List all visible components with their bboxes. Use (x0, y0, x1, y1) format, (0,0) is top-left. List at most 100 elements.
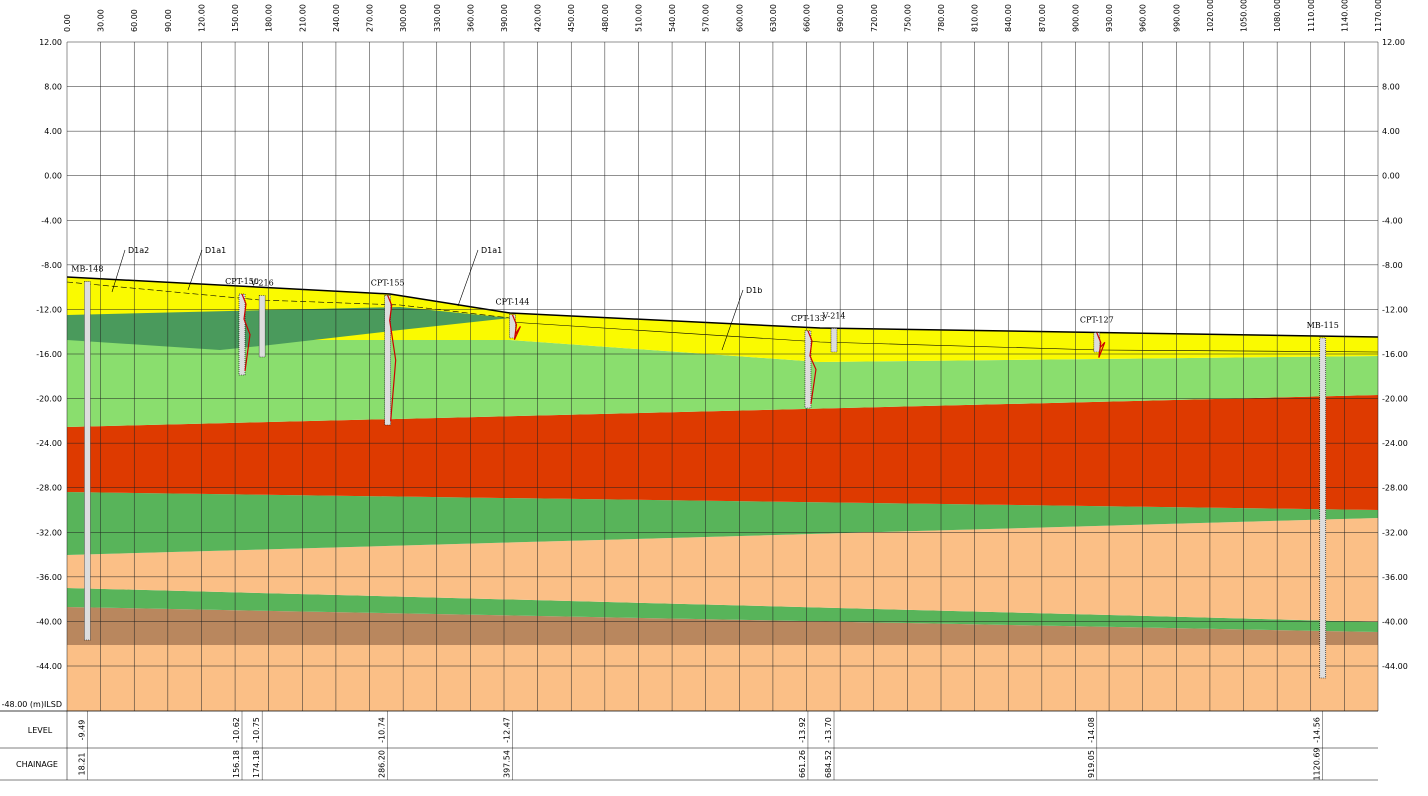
green-thin-layer (67, 588, 1378, 632)
orange-bottom (67, 645, 1378, 711)
y-tick-label: 0.00 (44, 172, 62, 181)
light-green-layer (67, 340, 1378, 427)
y-tick-label-right: -44.00 (1382, 662, 1408, 671)
y-tick-label: -44.00 (36, 662, 62, 671)
level-value: -13.70 (824, 717, 833, 743)
leader (187, 249, 203, 291)
y-tick-label: -36.00 (36, 573, 62, 582)
layer-label: D1b (746, 286, 762, 295)
chainage-value: 919.05 (1087, 750, 1096, 778)
borehole-name: CPT-127 (1080, 316, 1114, 325)
y-tick-label: -28.00 (36, 484, 62, 493)
x-tick-label: 90.00 (164, 9, 173, 32)
x-tick-label: 360.00 (466, 4, 475, 32)
y-tick-label-right: -40.00 (1382, 617, 1408, 626)
borehole-column (1093, 332, 1101, 353)
chainage-value: 661.26 (798, 750, 807, 778)
level-value: -14.56 (1313, 717, 1322, 743)
level-value: -14.08 (1087, 717, 1096, 743)
borehole-column (258, 295, 266, 358)
chainage-value: 1120.69 (1313, 747, 1322, 780)
y-tick-label-right: -8.00 (1382, 261, 1403, 270)
y-tick-label: 12.00 (39, 38, 62, 47)
x-tick-label: 660.00 (803, 4, 812, 32)
borehole-name: MB-115 (1307, 321, 1339, 330)
x-tick-label: 840.00 (1004, 4, 1013, 32)
x-tick-label: 630.00 (769, 4, 778, 32)
borehole-column (84, 281, 91, 641)
chainage-value: 286.20 (378, 750, 387, 778)
borehole-column (384, 295, 391, 426)
leader (111, 249, 126, 293)
borehole-name: CPT-150 (225, 277, 259, 286)
y-tick-label-right: -16.00 (1382, 350, 1408, 359)
y-tick-label: -20.00 (36, 395, 62, 404)
x-tick-label: 420.00 (534, 4, 543, 32)
x-tick-label: 330.00 (433, 4, 442, 32)
x-tick-label: 450.00 (567, 4, 576, 32)
y-tick-label-right: -36.00 (1382, 573, 1408, 582)
level-value: -9.49 (77, 720, 86, 741)
x-tick-label: 1170.00 (1374, 0, 1383, 32)
y-tick-label: -16.00 (36, 350, 62, 359)
cpt-trace (807, 330, 817, 405)
y-tick-label-right: 12.00 (1382, 38, 1405, 47)
x-tick-label: 150.00 (231, 4, 240, 32)
x-tick-label: 570.00 (702, 4, 711, 32)
row-label: CHAINAGE (16, 760, 58, 769)
layer-label: D1a1 (481, 246, 502, 255)
cpt-trace (387, 295, 397, 422)
x-tick-label: 1050.00 (1240, 0, 1249, 32)
x-tick-label: 1020.00 (1206, 0, 1215, 32)
chainage-value: 18.21 (77, 753, 86, 776)
layer-labels: D1a2 D1a1 D1a1 D1b (111, 246, 762, 351)
chainage-value: 156.18 (232, 750, 241, 778)
yellow-layer (67, 277, 1378, 362)
y-tick-label: 4.00 (44, 127, 62, 136)
x-tick-label: 60.00 (130, 9, 139, 32)
orange-layer (67, 518, 1378, 622)
y-tick-label: -40.00 (36, 617, 62, 626)
y-tick-label-right: -12.00 (1382, 305, 1408, 314)
y-tick-label-right: 0.00 (1382, 172, 1400, 181)
x-tick-label: 240.00 (332, 4, 341, 32)
x-tick-label: 720.00 (870, 4, 879, 32)
x-tick-label: 690.00 (836, 4, 845, 32)
soil-layers (66, 276, 1379, 711)
data-table: LEVEL CHAINAGE -48.00 (m)ILSD -9.49 18.21… (0, 700, 1378, 781)
level-value: -13.92 (798, 717, 807, 743)
borehole-column (1319, 337, 1327, 679)
x-tick-label: 120.00 (197, 4, 206, 32)
x-tick-label: 870.00 (1038, 4, 1047, 32)
x-tick-label: 540.00 (668, 4, 677, 32)
level-value: -10.75 (252, 717, 261, 743)
borehole-name: V-214 (822, 311, 846, 320)
x-tick-label: 180.00 (265, 4, 274, 32)
x-tick-label: 960.00 (1139, 4, 1148, 32)
cpt-trace (511, 314, 521, 340)
y-tick-label: -4.00 (41, 216, 62, 225)
y-tick-label-right: 4.00 (1382, 127, 1400, 136)
y-tick-label: -12.00 (36, 305, 62, 314)
y-tick-label-right: -28.00 (1382, 484, 1408, 493)
chainage-value: 397.54 (502, 750, 511, 778)
layer-label: D1a1 (205, 246, 226, 255)
boundary-line (509, 321, 1379, 353)
x-tick-label: 210.00 (298, 4, 307, 32)
y-tick-label-right: -24.00 (1382, 439, 1408, 448)
red-layer (67, 395, 1378, 510)
layer-label: D1a2 (128, 246, 149, 255)
ground-line (66, 276, 1379, 338)
x-tick-label: 1140.00 (1340, 0, 1349, 32)
level-value: -10.74 (378, 717, 387, 743)
cpt-trace (241, 293, 251, 372)
x-tick-label: 390.00 (500, 4, 509, 32)
x-tick-label: 750.00 (903, 4, 912, 32)
y-tick-label-right: 8.00 (1382, 83, 1400, 92)
leader (457, 249, 479, 307)
borehole-column (830, 328, 838, 353)
row-label: LEVEL (28, 726, 53, 735)
x-tick-label: 810.00 (971, 4, 980, 32)
chainage-value: 684.52 (824, 750, 833, 778)
y-tick-label: -8.00 (41, 261, 62, 270)
